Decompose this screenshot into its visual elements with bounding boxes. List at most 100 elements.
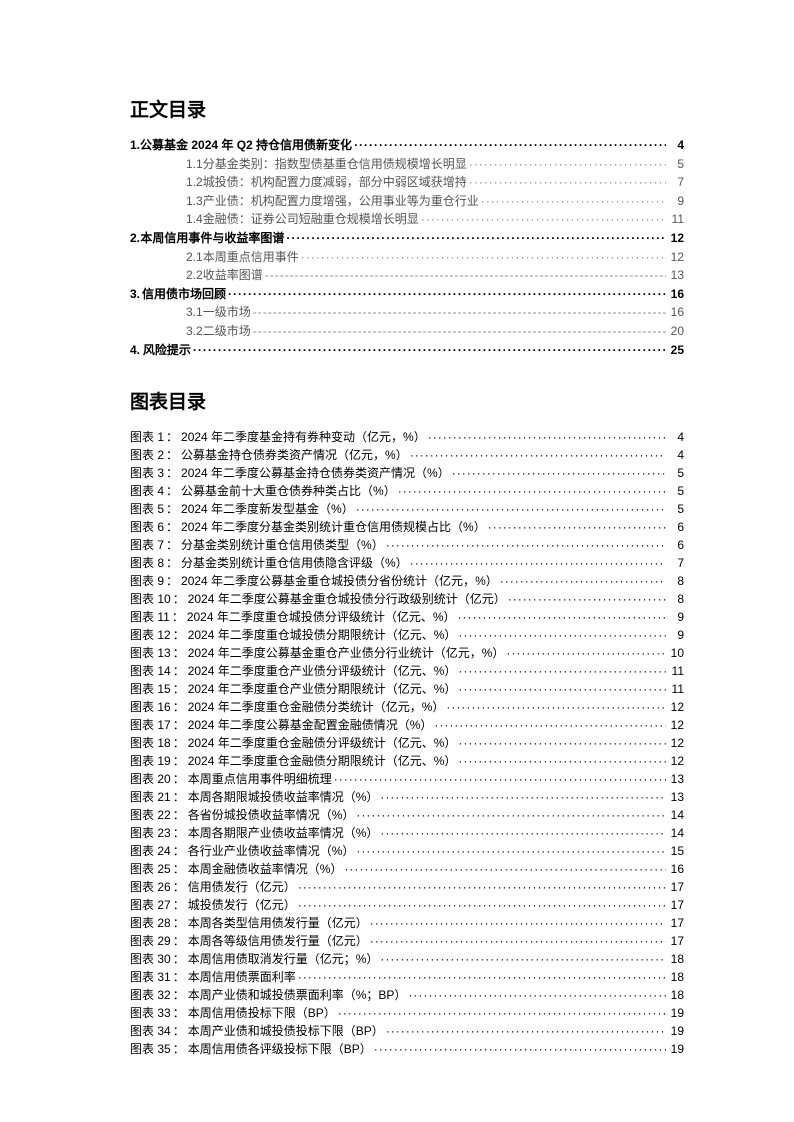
toc-leader <box>354 136 666 155</box>
figure-page: 8 <box>668 572 684 590</box>
figure-label: 图表 9 <box>130 572 164 590</box>
figure-entry: 图表 21：本周各期限城投债收益率情况（%）13 <box>130 788 684 806</box>
toc-page: 12 <box>668 248 684 267</box>
figure-label: 图表 11 <box>130 608 170 626</box>
figure-label: 图表 29 <box>130 932 171 950</box>
figure-label: 图表 28 <box>130 914 171 932</box>
figure-leader <box>446 698 666 716</box>
figure-page: 18 <box>668 950 684 968</box>
figure-entry: 图表 14：2024 年二季度重仓产业债分评级统计（亿元、%）11 <box>130 662 684 680</box>
figure-text: 2024 年二季度重仓金融债分评级统计（亿元、%） <box>188 734 457 752</box>
toc-leader <box>301 248 666 267</box>
figure-page: 13 <box>668 770 684 788</box>
toc-leader <box>228 285 666 304</box>
figure-text: 2024 年二季度公募基金配置金融债情况（%） <box>188 716 433 734</box>
figure-text: 信用债发行（亿元） <box>188 878 296 896</box>
figure-colon: ： <box>166 482 178 500</box>
figure-label: 图表 4 <box>130 482 164 500</box>
figure-entry: 图表 6：2024 年二季度分基金类别统计重仓信用债规模占比（%）6 <box>130 518 684 536</box>
figure-label: 图表 3 <box>130 464 164 482</box>
figure-leader <box>408 986 666 1004</box>
figure-entry: 图表 19：2024 年二季度重仓金融债分期限统计（亿元、%）12 <box>130 752 684 770</box>
figure-label: 图表 8 <box>130 554 164 572</box>
figure-page: 5 <box>668 464 684 482</box>
toc-entry-l2: 2.2收益率图谱13 <box>130 266 684 285</box>
figure-leader <box>374 1040 666 1058</box>
figure-label: 图表 33 <box>130 1004 171 1022</box>
figure-colon: ： <box>173 770 185 788</box>
figure-entry: 图表 12：2024 年二季度重仓城投债分期限统计（亿元、%）9 <box>130 626 684 644</box>
toc-page: 13 <box>668 266 684 285</box>
figure-page: 12 <box>668 734 684 752</box>
figure-leader <box>298 896 666 914</box>
figure-page: 12 <box>668 698 684 716</box>
figure-leader <box>428 428 666 446</box>
figure-page: 5 <box>668 482 684 500</box>
figure-leader <box>380 950 666 968</box>
figure-label: 图表 6 <box>130 518 164 536</box>
figure-leader <box>334 770 666 788</box>
figure-label: 图表 23 <box>130 824 171 842</box>
toc-leader <box>253 322 666 341</box>
figure-entry: 图表 16：2024 年二季度重仓金融债分类统计（亿元，%）12 <box>130 698 684 716</box>
figure-colon: ： <box>173 734 185 752</box>
figure-text: 分基金类别统计重仓信用债类型（%） <box>181 536 384 554</box>
figure-entry: 图表 32：本周产业债和城投债票面利率（%；BP）18 <box>130 986 684 1004</box>
toc-number: 2. <box>130 229 140 248</box>
figure-colon: ： <box>173 842 185 860</box>
figure-colon: ： <box>166 518 178 536</box>
toc-page: 20 <box>668 322 684 341</box>
figure-label: 图表 1 <box>130 428 164 446</box>
figure-entry: 图表 5：2024 年二季度新发型基金（%）5 <box>130 500 684 518</box>
figure-leader <box>298 878 666 896</box>
figure-entry: 图表 30：本周信用债取消发行量（亿元；%）18 <box>130 950 684 968</box>
toc-number: 3.2 <box>186 322 203 341</box>
toc-entry-l1: 1.公募基金 2024 年 Q2 持仓信用债新变化4 <box>130 136 684 155</box>
figure-leader <box>356 500 666 518</box>
toc-page: 11 <box>668 210 684 229</box>
figure-entry: 图表 27：城投债发行（亿元）17 <box>130 896 684 914</box>
toc-number: 1.1 <box>186 155 203 174</box>
figure-text: 2024 年二季度公募基金持仓债券类资产情况（%） <box>181 464 450 482</box>
figure-leader <box>434 716 666 734</box>
figure-entry: 图表 17：2024 年二季度公募基金配置金融债情况（%）12 <box>130 716 684 734</box>
figure-text: 城投债发行（亿元） <box>188 896 296 914</box>
toc-page: 4 <box>668 136 684 155</box>
figure-text: 分基金类别统计重仓信用债隐含评级（%） <box>181 554 408 572</box>
figure-page: 18 <box>668 968 684 986</box>
toc-text: 产业债：机构配置力度增强，公用事业等为重仓行业 <box>203 192 479 211</box>
toc-text: 收益率图谱 <box>203 266 263 285</box>
toc-number: 1. <box>130 136 140 155</box>
toc-entry-l2: 1.4金融债：证券公司短融重仓规模增长明显11 <box>130 210 684 229</box>
figure-label: 图表 7 <box>130 536 164 554</box>
figure-leader <box>356 842 666 860</box>
figure-text: 2024 年二季度基金持有券种变动（亿元，%） <box>181 428 426 446</box>
toc-page: 12 <box>668 229 684 248</box>
figure-entry: 图表 28：本周各类型信用债发行量（亿元）17 <box>130 914 684 932</box>
figure-page: 6 <box>668 518 684 536</box>
figure-entry: 图表 18：2024 年二季度重仓金融债分评级统计（亿元、%）12 <box>130 734 684 752</box>
figure-colon: ： <box>173 932 185 950</box>
figure-colon: ： <box>173 716 185 734</box>
toc-leader <box>481 192 666 211</box>
figure-entry: 图表 3：2024 年二季度公募基金持仓债券类资产情况（%） 5 <box>130 464 684 482</box>
figure-label: 图表 19 <box>130 752 171 770</box>
figure-entry: 图表 10：2024 年二季度公募基金重仓城投债分行政级别统计（亿元）8 <box>130 590 684 608</box>
toc-leader <box>265 266 666 285</box>
figure-entry: 图表 1：2024 年二季度基金持有券种变动（亿元，%）4 <box>130 428 684 446</box>
figure-leader <box>398 482 666 500</box>
figure-leader <box>458 734 666 752</box>
toc-leader <box>421 210 666 229</box>
figure-colon: ： <box>166 464 178 482</box>
figure-entry: 图表 2：公募基金持仓债券类资产情况（亿元，%）4 <box>130 446 684 464</box>
figure-text: 2024 年二季度新发型基金（%） <box>181 500 354 518</box>
figure-colon: ： <box>173 698 185 716</box>
figure-text: 2024 年二季度重仓城投债分评级统计（亿元、%） <box>187 608 456 626</box>
figure-entry: 图表 25：本周金融债收益率情况（%）16 <box>130 860 684 878</box>
figure-page: 7 <box>668 554 684 572</box>
toc-leader <box>469 173 666 192</box>
toc-number: 1.4 <box>186 210 203 229</box>
figure-leader <box>386 536 666 554</box>
figure-text: 本周各类型信用债发行量（亿元） <box>188 914 368 932</box>
toc-entry-l1: 3.信用债市场回顾16 <box>130 285 684 304</box>
